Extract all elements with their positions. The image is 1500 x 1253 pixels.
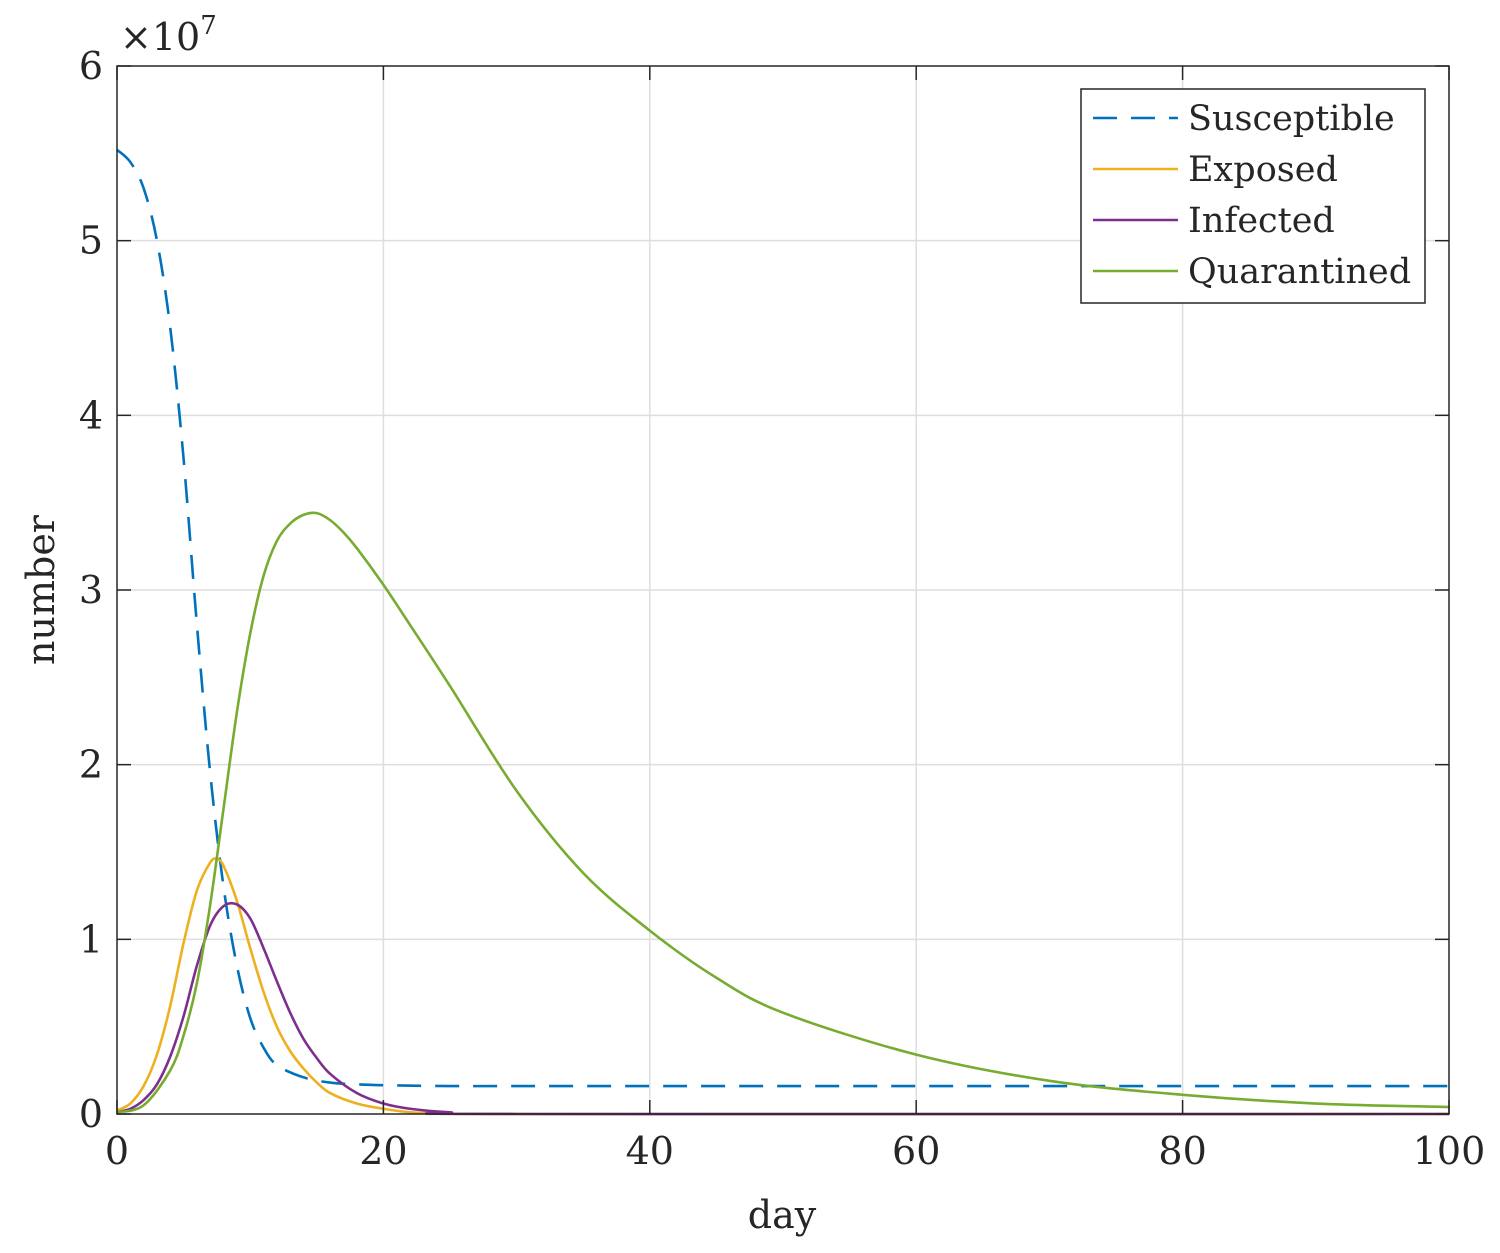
x-tick-label: 80 (1158, 1129, 1206, 1173)
y-axis-label: number (19, 514, 63, 665)
x-tick-label: 100 (1413, 1129, 1486, 1173)
series-line-susceptible (116, 148, 1449, 1088)
ticks (116, 65, 1450, 1115)
y-tick-label: 1 (79, 917, 103, 961)
series-line-quarantined (116, 511, 1450, 1114)
y-tick-label: 2 (79, 743, 103, 787)
y-axis-exponent-base: ×10 (120, 15, 200, 59)
legend-label-exposed: Exposed (1188, 150, 1338, 190)
x-tick-label: 20 (359, 1129, 407, 1173)
x-axis-label: day (748, 1193, 817, 1237)
x-tick-label: 40 (626, 1129, 674, 1173)
y-tick-label: 3 (79, 568, 103, 612)
legend-label-susceptible: Susceptible (1188, 99, 1395, 139)
legend-label-infected: Infected (1188, 201, 1335, 241)
legend: Susceptible Exposed Infected Quarantined (1080, 88, 1426, 304)
y-axis-exponent-power: 7 (200, 11, 217, 41)
y-axis-exponent: ×107 (120, 11, 217, 59)
legend-box (1080, 88, 1426, 304)
x-tick-label: 0 (105, 1129, 129, 1173)
legend-label-quarantined: Quarantined (1188, 252, 1411, 292)
y-tick-label: 6 (79, 44, 103, 88)
y-tick-label: 5 (79, 219, 103, 263)
x-tick-label: 60 (892, 1129, 940, 1173)
y-tick-label: 0 (79, 1092, 103, 1136)
y-tick-label: 4 (79, 393, 103, 437)
tick-labels: 0 20 40 60 80 100 0 1 2 3 4 5 6 (79, 44, 1485, 1173)
